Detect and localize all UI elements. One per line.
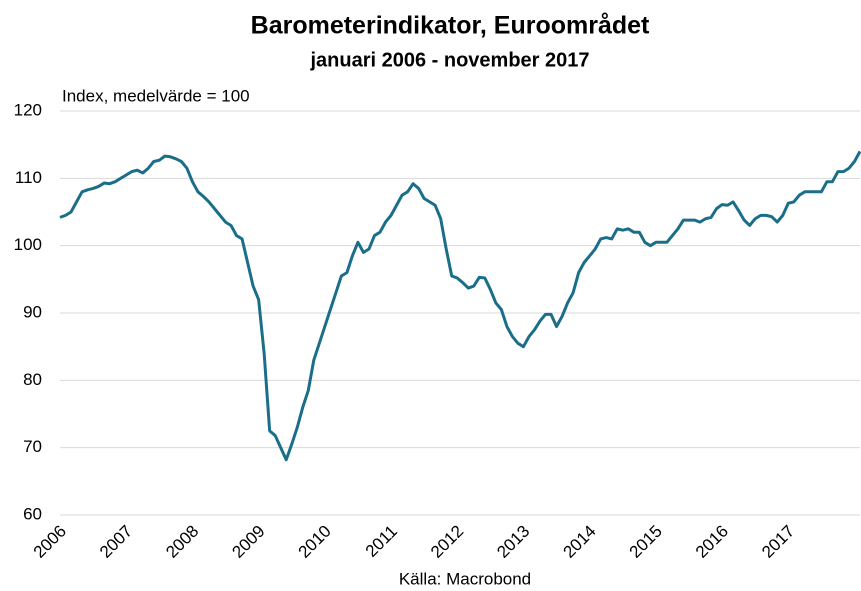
x-tick-label: 2014	[559, 522, 599, 562]
line-series	[59, 150, 861, 462]
y-tick-label: 70	[23, 437, 42, 456]
x-tick-label: 2008	[162, 522, 202, 562]
x-tick-label: 2015	[626, 522, 666, 562]
chart-subtitle: januari 2006 - november 2017	[309, 49, 589, 71]
y-tick-label: 110	[15, 168, 42, 187]
chart-title: Barometerindikator, Euroområdet	[251, 12, 650, 40]
x-tick-label: 2011	[362, 522, 401, 561]
x-tick-label: 2007	[96, 522, 136, 562]
x-tick-label: 2010	[295, 522, 335, 562]
x-tick-label: 2006	[30, 522, 70, 562]
y-tick-label: 60	[23, 504, 42, 523]
x-tick-label: 2017	[758, 522, 798, 562]
x-tick-label: 2013	[493, 522, 533, 562]
y-axis-label: Index, medelvärde = 100	[62, 86, 250, 105]
x-tick-label: 2012	[427, 522, 467, 562]
x-tick-label: 2009	[228, 522, 268, 562]
y-tick-label: 100	[14, 235, 42, 254]
y-tick-label: 90	[23, 302, 42, 321]
y-tick-label: 120	[14, 100, 42, 119]
source: Källa: Macrobond	[399, 569, 531, 588]
y-tick-label: 80	[23, 370, 42, 389]
x-tick-label: 2016	[692, 522, 732, 562]
